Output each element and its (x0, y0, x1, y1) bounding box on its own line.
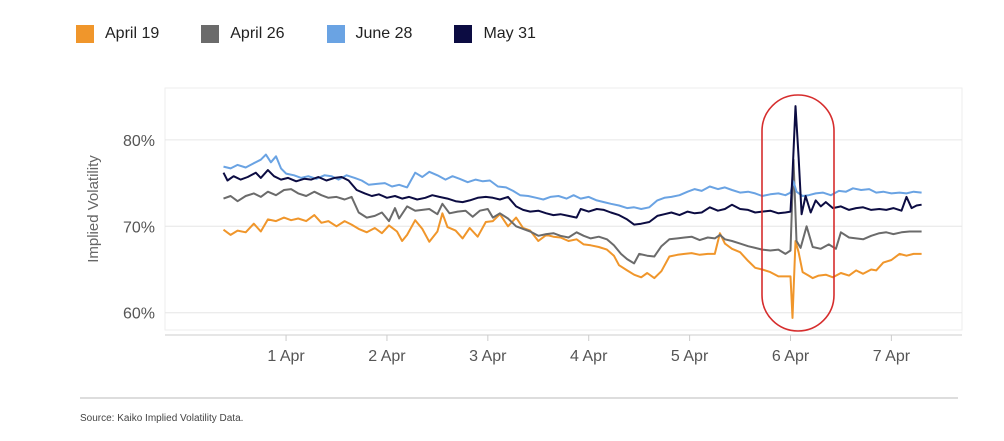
legend-item: April 19 (76, 25, 159, 43)
y-tick-label: 70% (123, 219, 155, 236)
series-line-may-31 (222, 105, 922, 226)
legend-swatch (201, 25, 220, 43)
x-tick-label: 3 Apr (469, 348, 507, 365)
plot-area (164, 87, 963, 331)
series-line-june-28 (223, 153, 922, 210)
legend-label: April 19 (105, 25, 160, 42)
x-tick-label: 1 Apr (267, 348, 305, 365)
y-tick-label: 60% (123, 306, 155, 323)
legend-label: June 28 (355, 25, 413, 42)
legend-swatch (76, 25, 94, 43)
x-tick-label: 5 Apr (671, 348, 709, 365)
x-tick-label: 2 Apr (368, 348, 406, 365)
spike-highlight-outline (761, 94, 835, 332)
legend-item: May 31 (454, 25, 536, 43)
x-tick-label: 7 Apr (873, 348, 911, 365)
legend-label: April 26 (230, 25, 285, 42)
legend-label: May 31 (483, 25, 536, 42)
y-tick-label: 80% (123, 133, 155, 150)
legend: April 19 April 26 June 28 May 31 (76, 22, 578, 46)
y-axis-label: Implied Volatility (85, 155, 102, 263)
legend-swatch (326, 25, 345, 43)
legend-item: June 28 (326, 25, 413, 43)
legend-swatch (454, 25, 473, 43)
x-tick-label: 4 Apr (570, 348, 608, 365)
legend-item: April 26 (201, 25, 285, 43)
series-line-april-19 (222, 212, 922, 319)
x-tick-label: 6 Apr (772, 348, 810, 365)
series-line-april-26 (223, 158, 922, 265)
source-note: Source: Kaiko Implied Volatility Data. (80, 413, 244, 424)
